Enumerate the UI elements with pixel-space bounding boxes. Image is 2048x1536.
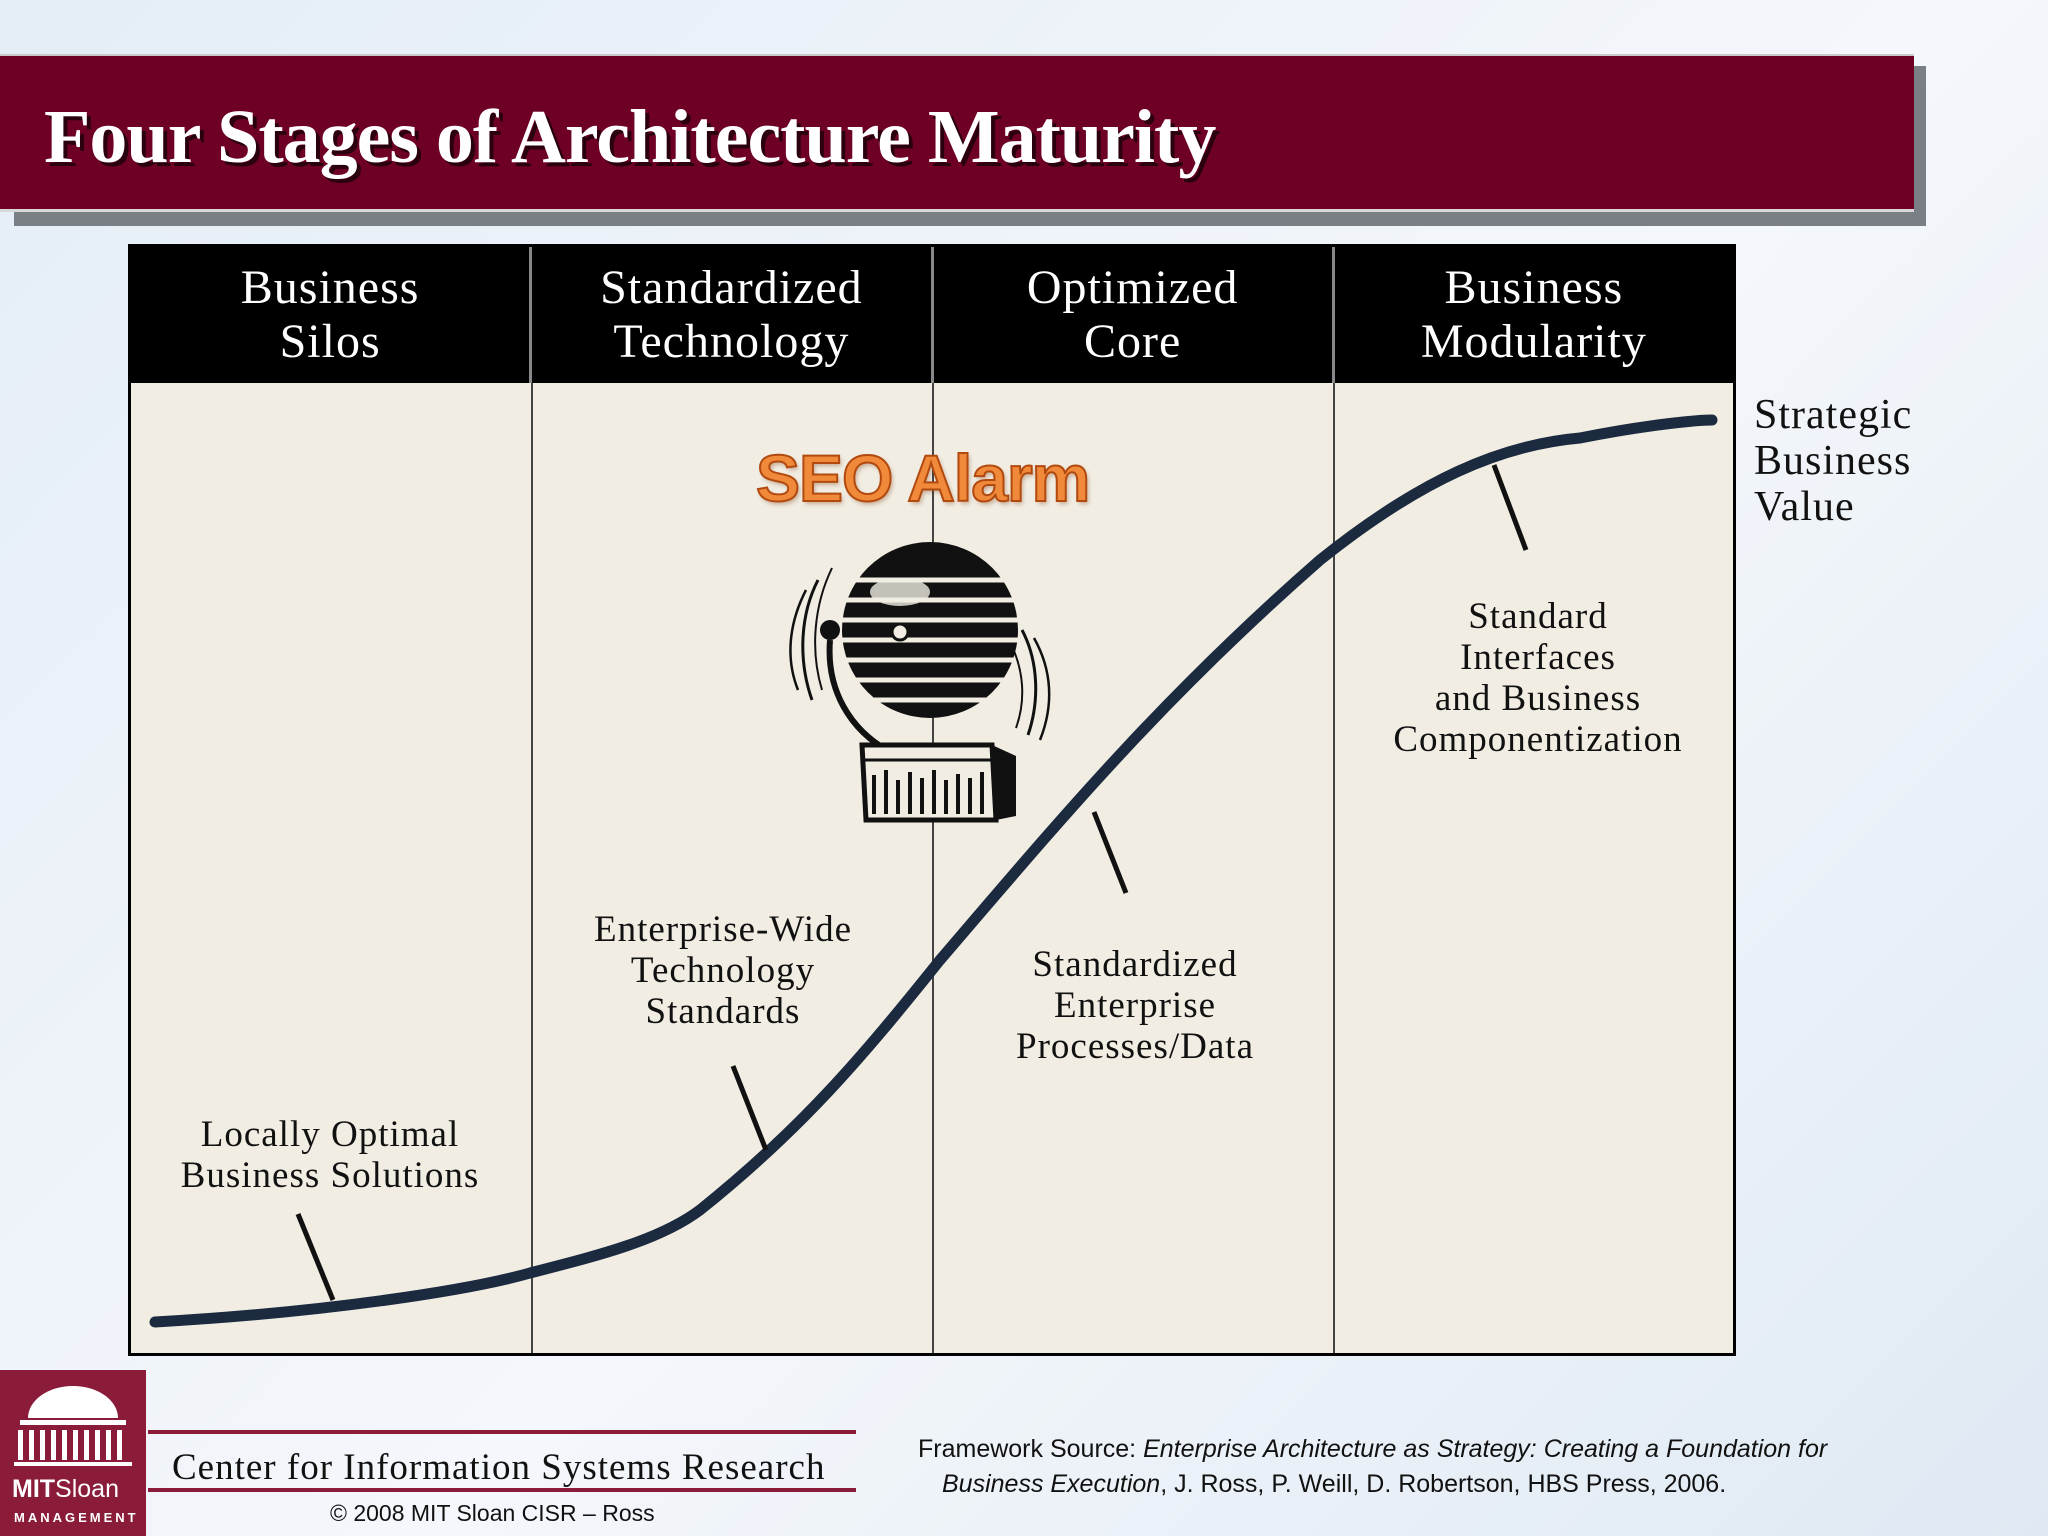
annotation-pointer [295, 1213, 336, 1301]
copyright-text: © 2008 MIT Sloan CISR – Ross [330, 1500, 655, 1526]
stage-header-business-modularity: Business Modularity [1420, 261, 1647, 368]
seo-alarm-text: SEO Alarm [755, 440, 1091, 516]
y-axis-label: Strategic Business Value [1754, 392, 1913, 530]
column-divider [932, 383, 934, 1353]
source-authors: , J. Ross, P. Weill, D. Robertson, HBS P… [1160, 1470, 1727, 1498]
annotation-pointer [1091, 811, 1129, 894]
stage-header-optimized-core: Optimized Core [934, 247, 1335, 383]
stage-header-standardized-technology: Standardized Technology [532, 247, 934, 383]
annotation-enterprise-wide-standards: Enterprise-Wide Technology Standards [593, 909, 852, 1032]
logo-wordmark-mit: MIT [12, 1475, 56, 1503]
alarm-bell-icon [789, 542, 1051, 823]
logo-subtitle: MANAGEMENT [14, 1510, 139, 1525]
footer-rule-bottom [148, 1488, 856, 1492]
source-prefix: Framework Source: [918, 1435, 1144, 1463]
center-name: Center for Information Systems Research [172, 1447, 826, 1488]
footer-rule-top [148, 1430, 856, 1434]
title-bar: Four Stages of Architecture Maturity [0, 54, 1914, 212]
dome-building-icon [14, 1386, 132, 1466]
page-title: Four Stages of Architecture Maturity [44, 95, 1216, 179]
framework-source: Framework Source: Enterprise Architectur… [918, 1432, 2028, 1502]
annotation-pointer [1491, 464, 1529, 551]
annotation-standardized-processes: Standardized Enterprise Processes/Data [1016, 944, 1254, 1067]
stage-header-row: Business Silos Standardized Technology O… [131, 247, 1733, 383]
annotation-pointer [730, 1065, 769, 1151]
column-divider [531, 383, 533, 1353]
annotation-standard-interfaces: Standard Interfaces and Business Compone… [1393, 596, 1683, 760]
mit-sloan-logo: MITSloan MANAGEMENT [0, 1370, 146, 1536]
source-title-line1: Enterprise Architecture as Strategy: Cre… [1143, 1435, 1828, 1463]
logo-wordmark: MITSloan [12, 1475, 119, 1504]
logo-wordmark-sloan: Sloan [55, 1475, 119, 1503]
maturity-curve [149, 414, 1718, 1328]
source-title-line2: Business Execution [942, 1470, 1161, 1498]
annotation-locally-optimal: Locally Optimal Business Solutions [180, 1114, 480, 1196]
stage-header-business-silos: Business Silos [131, 247, 533, 383]
column-divider [1333, 383, 1335, 1353]
